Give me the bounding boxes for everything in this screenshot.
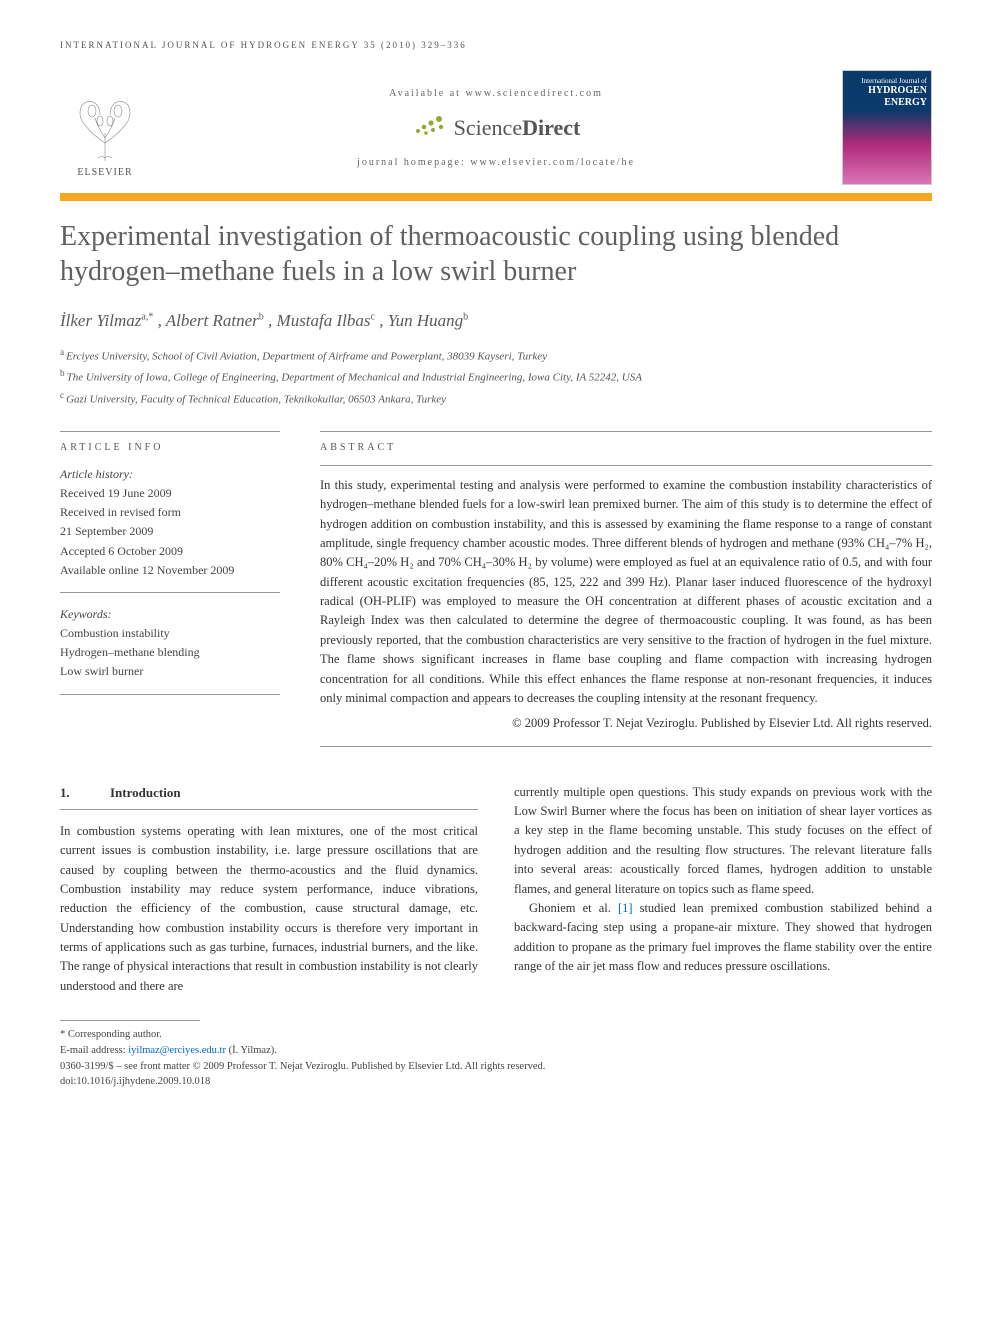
footnote-issn: 0360-3199/$ – see front matter © 2009 Pr… [60,1059,932,1075]
affil-c-sup: c [60,390,64,400]
journal-homepage: journal homepage: www.elsevier.com/locat… [150,157,842,168]
cover-line2: HYDROGEN [847,85,927,97]
footnotes: * Corresponding author. E-mail address: … [60,1027,932,1090]
running-head: INTERNATIONAL JOURNAL OF HYDROGEN ENERGY… [60,40,932,50]
abstract-column: ABSTRACT In this study, experimental tes… [320,431,932,747]
footnote-email-label: E-mail address: [60,1045,128,1056]
author-3-sup: c [371,311,375,322]
footnote-doi: doi:10.1016/j.ijhydene.2009.10.018 [60,1074,932,1090]
section-1-heading: 1.Introduction [60,783,478,810]
sciencedirect-logo: ScienceDirect [412,113,581,143]
author-3: , Mustafa Ilbas [268,311,370,330]
section-1-title: Introduction [110,785,181,800]
divider-orange-bar [60,193,932,201]
section-1-num: 1. [60,783,110,803]
affil-c: Gazi University, Faculty of Technical Ed… [66,393,446,405]
cover-line1: International Journal of [847,77,927,85]
abstract-label: ABSTRACT [320,431,932,453]
author-1-sup: a,* [141,311,153,322]
keyword-1: Combustion instability [60,624,280,643]
publisher-header: ELSEVIER Available at www.sciencedirect.… [60,70,932,185]
affiliations: aErciyes University, School of Civil Avi… [60,345,932,409]
abstract-text: In this study, experimental testing and … [320,465,932,747]
author-1: İlker Yilmaz [60,311,141,330]
elsevier-text: ELSEVIER [77,167,132,178]
col2-para-1: currently multiple open questions. This … [514,783,932,899]
author-2-sup: b [259,311,264,322]
col2-p2a: Ghoniem et al. [529,901,618,915]
affil-b: The University of Iowa, College of Engin… [67,372,642,384]
sd-text-direct: Direct [522,115,580,140]
sd-text-science: Science [454,115,522,140]
footnote-email-who: (İ. Yilmaz). [226,1045,277,1056]
history-revised2: 21 September 2009 [60,522,280,541]
elsevier-tree-icon [70,93,140,163]
elsevier-logo: ELSEVIER [60,78,150,178]
affil-a-sup: a [60,347,64,357]
history-online: Available online 12 November 2009 [60,561,280,580]
body-col-right: currently multiple open questions. This … [514,783,932,997]
journal-cover-thumbnail: International Journal of HYDROGEN ENERGY [842,70,932,185]
history-revised1: Received in revised form [60,503,280,522]
history-accepted: Accepted 6 October 2009 [60,542,280,561]
abstract-body: In this study, experimental testing and … [320,478,932,705]
author-2: , Albert Ratner [158,311,259,330]
sciencedirect-dots-icon [412,113,448,143]
keywords-label: Keywords: [60,605,280,624]
article-history: Article history: Received 19 June 2009 R… [60,465,280,593]
footnote-email-link[interactable]: iyilmaz@erciyes.edu.tr [128,1045,226,1056]
history-received: Received 19 June 2009 [60,484,280,503]
affil-a: Erciyes University, School of Civil Avia… [66,351,547,363]
keyword-3: Low swirl burner [60,662,280,681]
ref-link-1[interactable]: [1] [618,901,633,915]
article-info-column: ARTICLE INFO Article history: Received 1… [60,431,280,747]
keyword-2: Hydrogen–methane blending [60,643,280,662]
article-info-label: ARTICLE INFO [60,431,280,453]
article-title: Experimental investigation of thermoacou… [60,219,932,289]
footnote-separator [60,1020,200,1021]
body-col-left: 1.Introduction In combustion systems ope… [60,783,478,997]
history-label: Article history: [60,465,280,484]
body-two-column: 1.Introduction In combustion systems ope… [60,783,932,997]
affil-b-sup: b [60,368,65,378]
available-at-text: Available at www.sciencedirect.com [150,88,842,99]
footnote-corresponding: * Corresponding author. [60,1027,932,1043]
authors-line: İlker Yilmaza,* , Albert Ratnerb , Musta… [60,311,932,331]
keywords-block: Keywords: Combustion instability Hydroge… [60,605,280,695]
col1-para-1: In combustion systems operating with lea… [60,822,478,996]
col2-para-2: Ghoniem et al. [1] studied lean premixed… [514,899,932,977]
author-4-sup: b [463,311,468,322]
author-4: , Yun Huang [379,311,463,330]
abstract-copyright: © 2009 Professor T. Nejat Veziroglu. Pub… [320,714,932,733]
cover-line3: ENERGY [847,97,927,109]
